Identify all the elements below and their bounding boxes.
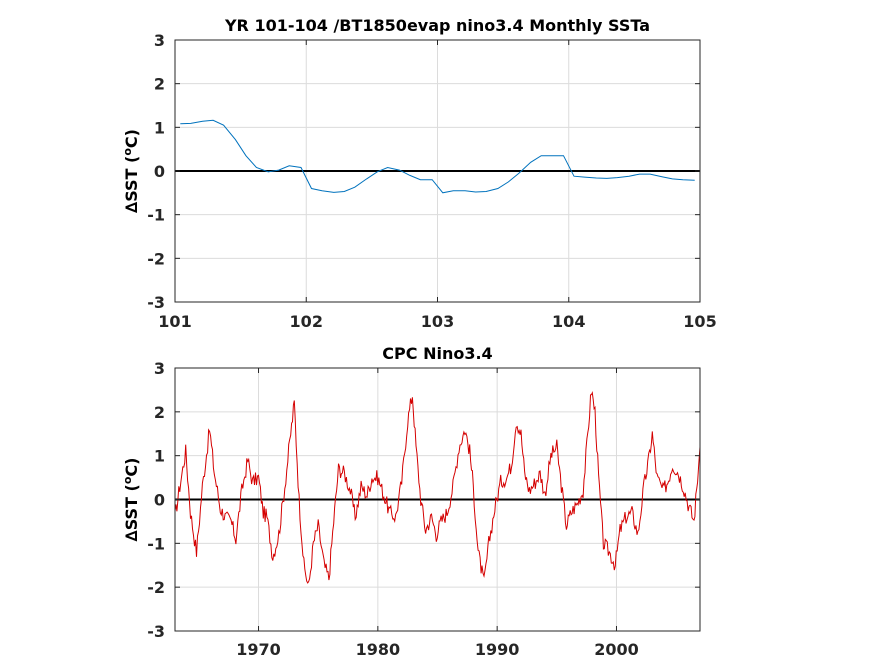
y-axis-label: ∆SST (oC)	[121, 129, 141, 213]
x-tick-label: 105	[683, 312, 716, 331]
y-tick-label: -2	[147, 578, 165, 597]
y-tick-label: 3	[154, 359, 165, 378]
x-tick-label: 101	[158, 312, 191, 331]
y-tick-label: 2	[154, 403, 165, 422]
chart-title: CPC Nino3.4	[382, 344, 492, 363]
x-tick-label: 1970	[236, 640, 281, 656]
x-tick-label: 1980	[356, 640, 401, 656]
y-tick-label: -3	[147, 622, 165, 641]
x-tick-label: 2000	[594, 640, 639, 656]
y-tick-label: 3	[154, 31, 165, 50]
x-tick-label: 104	[552, 312, 585, 331]
chart-top: 101 102 103 104 105 -3 -2 -1 0 1 2 3 YR 101-104 /BT1…	[121, 16, 717, 331]
y-tick-label: 1	[154, 447, 165, 466]
x-tick-label: 1990	[475, 640, 520, 656]
series-line	[180, 119, 695, 194]
x-tick-label: 103	[421, 312, 454, 331]
x-tick-label: 102	[290, 312, 323, 331]
chart-bottom: 1970 1980 1990 2000 -3 -2 -1 0 1 2 3 CPC Nino3.4 ∆SS…	[121, 344, 701, 656]
y-tick-label: 1	[154, 118, 165, 137]
chart-title: YR 101-104 /BT1850evap nino3.4 Monthly S…	[224, 16, 650, 35]
y-axis-label: ∆SST (oC)	[121, 458, 141, 542]
y-tick-label: -1	[147, 534, 165, 553]
y-tick-label: 0	[154, 162, 165, 181]
y-tick-label: 0	[154, 491, 165, 510]
y-tick-label: -1	[147, 206, 165, 225]
y-tick-label: -2	[147, 249, 165, 268]
y-tick-label: -3	[147, 293, 165, 312]
y-tick-label: 2	[154, 75, 165, 94]
series-line	[174, 391, 701, 584]
